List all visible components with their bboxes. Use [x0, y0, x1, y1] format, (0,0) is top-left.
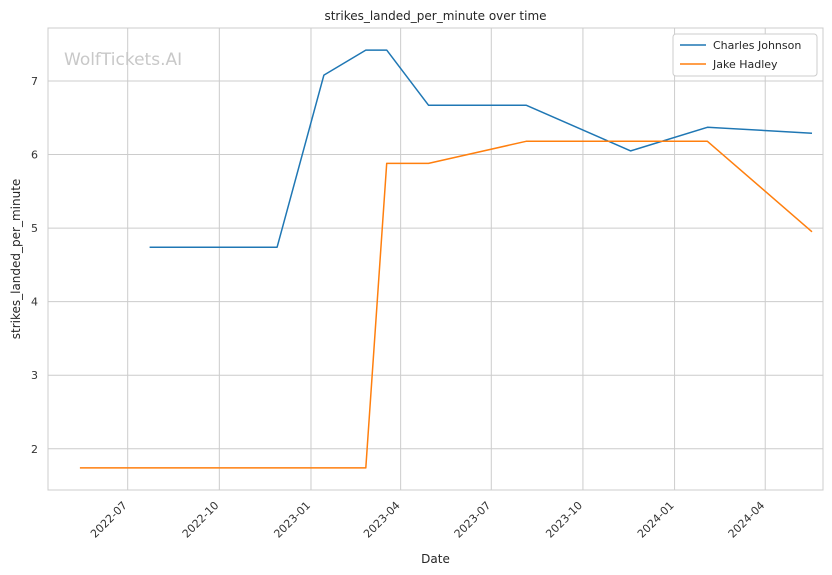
watermark: WolfTickets.AI	[64, 50, 182, 70]
legend-label-jake-hadley: Jake Hadley	[712, 58, 778, 71]
x-tick-label: 2022-07	[88, 499, 130, 541]
x-tick-label: 2023-04	[361, 499, 403, 541]
y-tick-label: 6	[31, 149, 38, 162]
y-tick-label: 7	[31, 75, 38, 88]
y-tick-label: 4	[31, 296, 38, 309]
plot-area	[48, 28, 823, 490]
series-line-charles-johnson	[149, 49, 813, 248]
series-line-jake-hadley	[79, 140, 813, 469]
y-tick-label: 5	[31, 222, 38, 235]
chart-title: strikes_landed_per_minute over time	[324, 9, 546, 23]
plot-border	[47, 27, 824, 491]
x-tick-label: 2023-10	[543, 499, 585, 541]
y-tick-label: 2	[31, 443, 38, 456]
x-tick-label: 2024-01	[635, 499, 677, 541]
y-tick-label: 3	[31, 369, 38, 382]
x-tick-label: 2023-07	[452, 499, 494, 541]
series-lines	[79, 49, 813, 469]
legend-label-charles-johnson: Charles Johnson	[713, 39, 801, 52]
y-axis-label: strikes_landed_per_minute	[9, 179, 23, 340]
legend: Charles Johnson Jake Hadley	[672, 33, 818, 77]
x-tick-label: 2024-04	[726, 499, 768, 541]
legend-box	[672, 33, 818, 77]
x-tick-label: 2023-01	[271, 499, 313, 541]
x-tick-label: 2022-10	[180, 499, 222, 541]
x-axis-label: Date	[421, 552, 450, 566]
